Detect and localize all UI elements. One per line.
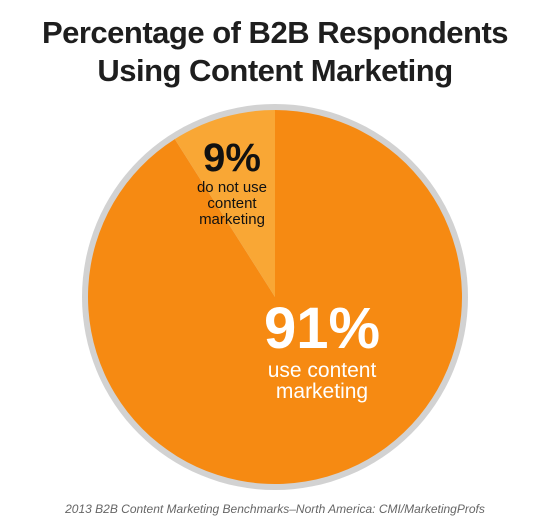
slice-label: 91% use content marketing xyxy=(252,296,392,403)
category-label: do not use content marketing xyxy=(196,179,268,228)
value-label: 9% xyxy=(203,136,261,180)
pie-slice xyxy=(174,110,275,297)
value-label: 91% xyxy=(263,296,381,361)
chart-title: Percentage of B2B Respondents Using Cont… xyxy=(41,15,509,88)
slice-label: 9% do not use content marketing xyxy=(182,138,282,228)
category-label: use content marketing xyxy=(267,359,377,403)
source-note: 2013 B2B Content Marketing Benchmarks–No… xyxy=(65,502,485,516)
